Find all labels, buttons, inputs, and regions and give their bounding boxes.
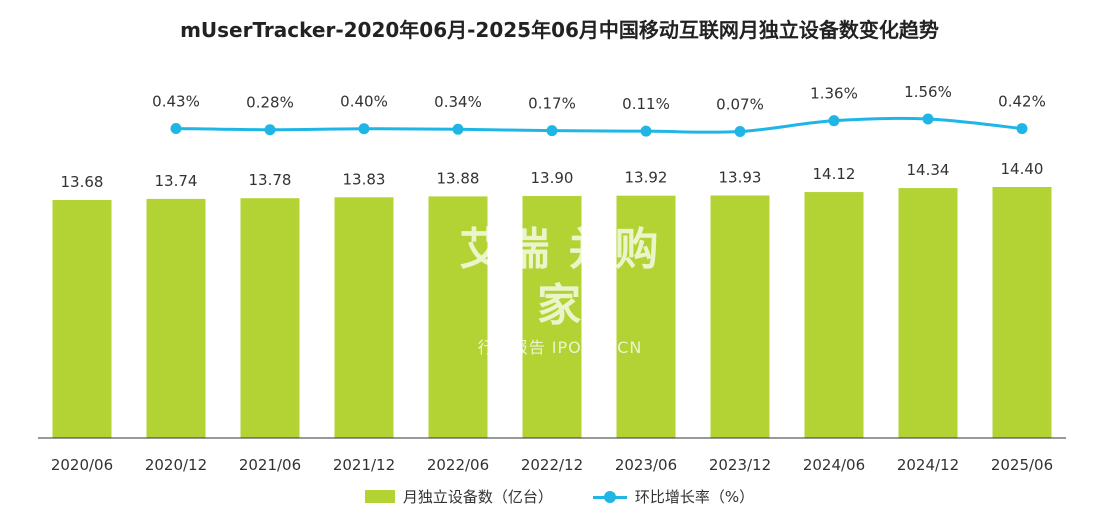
bar-value-label: 13.92 — [625, 169, 668, 187]
bar-2024-12 — [898, 188, 958, 438]
legend-item-bar: 月独立设备数（亿台） — [364, 486, 553, 507]
legend: 月独立设备数（亿台） 环比增长率（%） — [0, 486, 1119, 507]
x-tick-label: 2024/06 — [803, 456, 865, 474]
x-ticks-layer: 2020/06 2020/12 2021/06 2021/12 2022/06 2022/… — [51, 456, 1053, 474]
growth-rate-label: 0.17% — [528, 95, 576, 113]
bar-value-label: 13.90 — [531, 169, 574, 187]
legend-line-label: 环比增长率（%） — [634, 488, 755, 506]
growth-rate-label: 0.34% — [434, 93, 482, 111]
growth-rate-point — [358, 123, 370, 135]
bar-2024-06 — [804, 192, 864, 438]
bar-2021-06 — [240, 198, 300, 438]
growth-rate-point — [452, 123, 464, 135]
x-tick-label: 2020/06 — [51, 456, 113, 474]
bar-2022-12 — [522, 196, 582, 438]
bar-2021-12 — [334, 197, 394, 438]
growth-rate-line — [175, 116, 1023, 134]
x-tick-label: 2021/06 — [239, 456, 301, 474]
growth-rate-label: 1.36% — [810, 85, 858, 103]
growth-rate-label: 0.28% — [246, 94, 294, 112]
legend-line-swatch — [592, 490, 627, 504]
x-tick-label: 2020/12 — [145, 456, 207, 474]
growth-rate-point — [1016, 123, 1028, 135]
bars-layer — [52, 187, 1052, 438]
bar-value-label: 14.12 — [813, 165, 856, 183]
bar-value-label: 13.93 — [719, 168, 762, 186]
bar-value-label: 13.83 — [343, 170, 386, 188]
bar-2025-06 — [992, 187, 1052, 438]
growth-rate-point — [640, 125, 652, 137]
bar-2020-12 — [146, 198, 206, 438]
growth-rate-label: 0.11% — [622, 95, 670, 113]
x-tick-label: 2025/06 — [991, 456, 1053, 474]
x-tick-label: 2023/06 — [615, 456, 677, 474]
bar-value-label: 14.34 — [907, 161, 950, 179]
chart-title: mUserTracker-2020年06月-2025年06月中国移动互联网月独立… — [180, 18, 939, 42]
bar-2022-06 — [428, 196, 488, 438]
x-tick-label: 2021/12 — [333, 456, 395, 474]
bar-value-label: 13.68 — [61, 173, 104, 191]
line-layer: 0.43% 0.28% 0.40% 0.34% 0.17% 0.11% 0.07% 1.36%… — [152, 83, 1046, 137]
bar-2023-06 — [616, 195, 676, 438]
x-tick-label: 2022/06 — [427, 456, 489, 474]
x-tick-label: 2023/12 — [709, 456, 771, 474]
x-tick-label: 2024/12 — [897, 456, 959, 474]
growth-rate-label: 0.42% — [998, 93, 1046, 111]
legend-bar-swatch — [364, 490, 395, 503]
bar-value-label: 14.40 — [1001, 160, 1044, 178]
legend-bar-label: 月独立设备数（亿台） — [402, 488, 553, 506]
growth-rate-label: 0.40% — [340, 93, 388, 111]
growth-rate-point — [546, 125, 558, 137]
growth-rate-label: 0.43% — [152, 92, 200, 110]
bar-labels-layer: 13.68 13.74 13.78 13.83 13.88 13.90 13.92 13.93… — [61, 160, 1044, 191]
growth-rate-label: 1.56% — [904, 83, 952, 101]
legend-item-line: 环比增长率（%） — [592, 486, 755, 507]
bar-2020-06 — [52, 200, 112, 438]
growth-rate-point — [734, 126, 746, 137]
x-tick-label: 2022/12 — [521, 456, 583, 474]
bar-value-label: 13.88 — [437, 169, 480, 187]
growth-rate-point — [922, 113, 934, 125]
growth-rate-label: 0.07% — [716, 96, 764, 114]
growth-rate-point — [170, 122, 182, 134]
bar-2023-12 — [710, 195, 770, 438]
bar-value-label: 13.74 — [155, 172, 198, 190]
growth-rate-point — [828, 115, 840, 127]
growth-rate-point — [264, 124, 276, 136]
bar-value-label: 13.78 — [249, 171, 292, 189]
